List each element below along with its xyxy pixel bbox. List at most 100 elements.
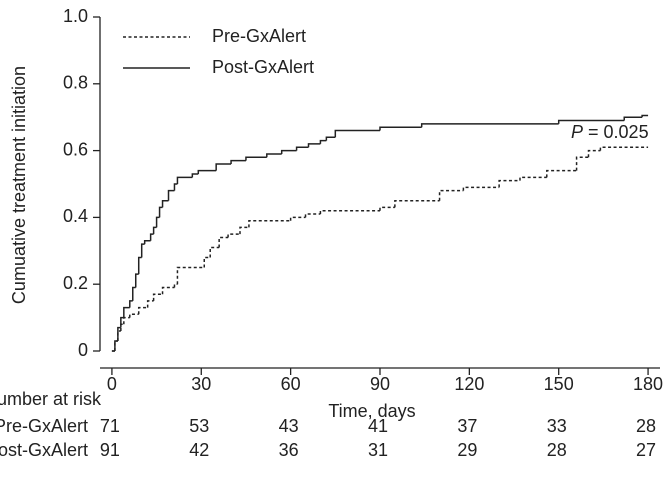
y-tick-label: 0.2 [63,273,88,293]
step-segment [173,283,178,288]
step-segment [129,300,133,308]
y-tick-label: 1.0 [63,6,88,26]
step-segment [161,199,169,208]
step-segment [137,306,148,315]
step-segment [176,176,193,184]
step-segment [319,139,327,144]
risk-value: 91 [100,440,120,460]
step-segment [176,266,205,285]
step-segment [117,326,121,341]
step-segment [266,153,282,158]
risk-value: 41 [368,416,388,436]
risk-value: 43 [279,416,299,436]
x-tick-label: 30 [191,374,211,394]
step-segment [215,163,232,171]
x-tick-label: 60 [281,374,301,394]
step-segment [152,293,163,301]
step-segment [599,146,649,151]
legend-label: Pre-GxAlert [212,26,306,46]
x-axis-label: Time, days [328,401,415,421]
annotation-value: = 0.025 [583,122,649,142]
step-segment [239,226,249,235]
step-segment [557,119,625,124]
step-segment [146,300,154,308]
step-segment [245,156,267,161]
step-segment [123,316,130,325]
y-tick-label: 0.6 [63,139,88,159]
risk-row-label: Post-GxAlert [0,440,88,460]
legend-label: Post-GxAlert [212,57,314,77]
risk-value: 37 [457,416,477,436]
risk-value: 27 [636,440,656,460]
x-tick-label: 150 [544,374,574,394]
risk-title: Number at risk [0,389,102,409]
step-segment [307,143,321,148]
step-segment [191,173,199,178]
x-tick-label: 180 [633,374,663,394]
step-segment [230,159,246,164]
step-segment [132,286,136,301]
step-segment [641,114,649,118]
step-segment [117,330,121,341]
step-segment [123,306,130,318]
x-tick-label: 90 [370,374,390,394]
step-segment [379,126,422,131]
step-segment [587,149,601,158]
risk-value: 31 [368,440,388,460]
step-segment [203,256,211,268]
step-segment [167,189,175,201]
step-segment [134,273,139,288]
risk-value: 53 [189,416,209,436]
step-segment [462,186,500,191]
risk-value: 29 [457,440,477,460]
step-segment [394,199,440,208]
step-segment [420,123,559,128]
risk-value: 42 [189,440,209,460]
step-segment [623,116,643,121]
step-segment [438,189,464,201]
step-segment [546,169,577,178]
step-segment [197,169,217,174]
step-segment [498,179,520,188]
step-segment [248,219,291,228]
risk-value: 71 [100,416,120,436]
risk-value: 33 [547,416,567,436]
step-segment [114,340,118,351]
step-segment [334,129,380,138]
step-segment [575,156,589,171]
step-segment [304,213,321,218]
step-segment [227,233,240,238]
step-segment [158,206,163,218]
y-tick-label: 0.4 [63,206,88,226]
step-segment [319,209,380,215]
risk-value: 36 [279,440,299,460]
step-segment [143,240,151,245]
step-segment [140,243,145,258]
risk-value: 28 [547,440,567,460]
step-segment [519,176,547,181]
step-segment [120,316,124,328]
y-tick-label: 0.8 [63,73,88,93]
step-segment [149,233,154,241]
step-segment [161,286,175,295]
y-axis-label: Cumuative treatment initiation [9,66,29,304]
step-segment [173,183,178,191]
risk-value: 28 [636,416,656,436]
step-segment [155,216,160,228]
annotation-p: P [571,122,583,142]
step-segment [280,149,297,154]
step-segment [129,313,139,318]
step-segment [218,236,229,248]
risk-row-label: Pre-GxAlert [0,416,88,436]
step-segment [295,146,309,151]
step-segment [137,256,142,275]
step-segment [152,226,157,235]
x-tick-label: 0 [107,374,117,394]
y-tick-label: 0 [78,340,88,360]
x-tick-label: 120 [454,374,484,394]
step-segment [325,136,336,141]
annotation: P = 0.025 [571,122,649,142]
step-segment [209,246,220,258]
step-segment [289,216,306,221]
